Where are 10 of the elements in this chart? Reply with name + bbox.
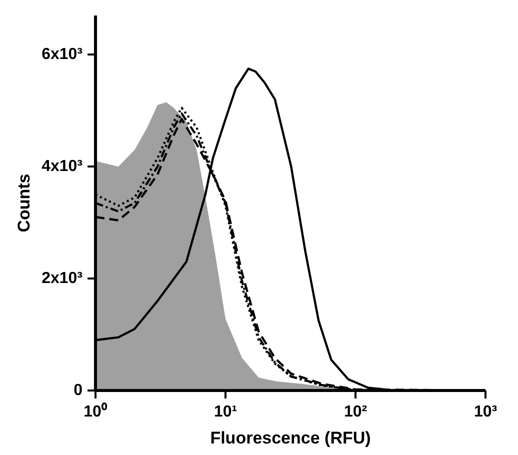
x-tick-label: 10² [344,404,368,420]
y-tick-label: 0 [74,382,83,399]
y-tick-label: 2x10³ [42,270,82,288]
y-axis-title: Counts [14,174,34,232]
x-axis-title: Fluorescence (RFU) [210,428,371,448]
x-tick-label: 10¹ [214,404,238,420]
y-tick-label: 6x10³ [42,46,82,64]
x-tick-label: 10³ [474,404,498,420]
x-tick-label: 10⁰ [84,402,108,420]
y-tick-label: 4x10³ [42,158,82,176]
